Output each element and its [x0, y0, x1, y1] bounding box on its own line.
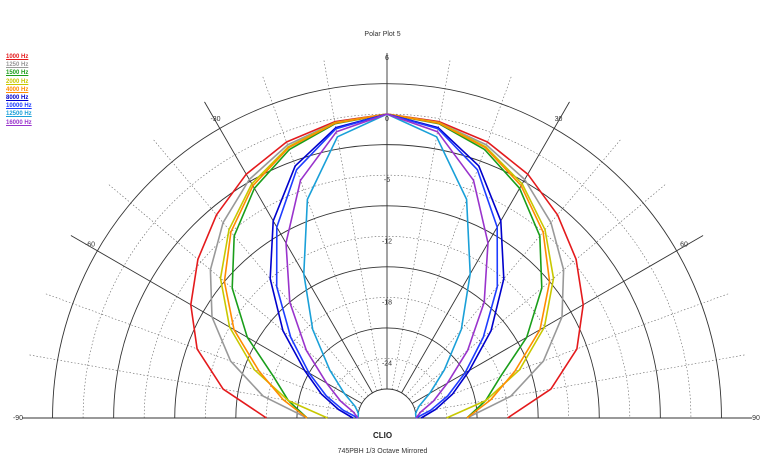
ring-major [357, 388, 417, 419]
legend-item-1500hz: 1500 Hz [6, 70, 29, 77]
spoke-minor [27, 354, 359, 414]
angle-tick-label: -30 [210, 116, 220, 123]
angle-tick-label: -60 [85, 242, 95, 249]
spoke-minor [107, 183, 365, 400]
legend-item-12500hz: 12500 Hz [6, 111, 32, 118]
legend-item-16000hz: 16000 Hz [6, 119, 32, 126]
radial-tick-label: -24 [382, 360, 392, 367]
angle-tick-label: 90 [752, 415, 760, 422]
spoke-major [70, 235, 363, 404]
ring-minor [204, 236, 570, 419]
spoke-major [411, 235, 704, 404]
legend-item-1000hz: 1000 Hz [6, 54, 29, 60]
spoke-minor [405, 138, 622, 396]
legend: 1000 Hz 1250 Hz 1500 Hz 2000 Hz 4000 Hz … [6, 53, 32, 127]
radial-tick-label: 0 [385, 116, 389, 123]
spoke-major [204, 101, 373, 394]
series-curve-16000hz [285, 113, 489, 419]
spoke-minor [396, 74, 513, 391]
legend-item-8000hz: 8000 Hz [6, 95, 29, 102]
radial-tick-label: -6 [384, 177, 390, 184]
legend-item-1250hz: 1250 Hz [6, 62, 29, 69]
spoke-minor [414, 292, 731, 409]
chart-title: Polar Plot 5 [364, 31, 401, 38]
spoke-minor [152, 138, 369, 396]
legend-item-2000hz: 2000 Hz [6, 78, 29, 85]
radial-tick-label: 6 [385, 55, 389, 62]
spoke-minor [261, 74, 378, 391]
legend-item-4000hz: 4000 Hz [6, 86, 29, 93]
ring-minor [143, 174, 631, 419]
spoke-minor [43, 292, 360, 409]
angle-tick-label: 60 [680, 242, 688, 249]
spoke-minor [415, 354, 747, 414]
legend-item-10000hz: 10000 Hz [6, 103, 32, 110]
angle-tick-label: 30 [555, 116, 563, 123]
spoke-minor [323, 58, 383, 390]
radial-tick-label: -18 [382, 299, 392, 306]
brand-label: CLIO [372, 431, 393, 440]
spoke-minor [391, 58, 451, 390]
caption: 745PBH 1/3 Octave Mirrored [337, 448, 428, 455]
series-curves [190, 113, 584, 419]
radial-tick-label: -12 [382, 238, 392, 245]
angle-tick-label: -90 [13, 415, 23, 422]
spoke-major [401, 101, 570, 394]
